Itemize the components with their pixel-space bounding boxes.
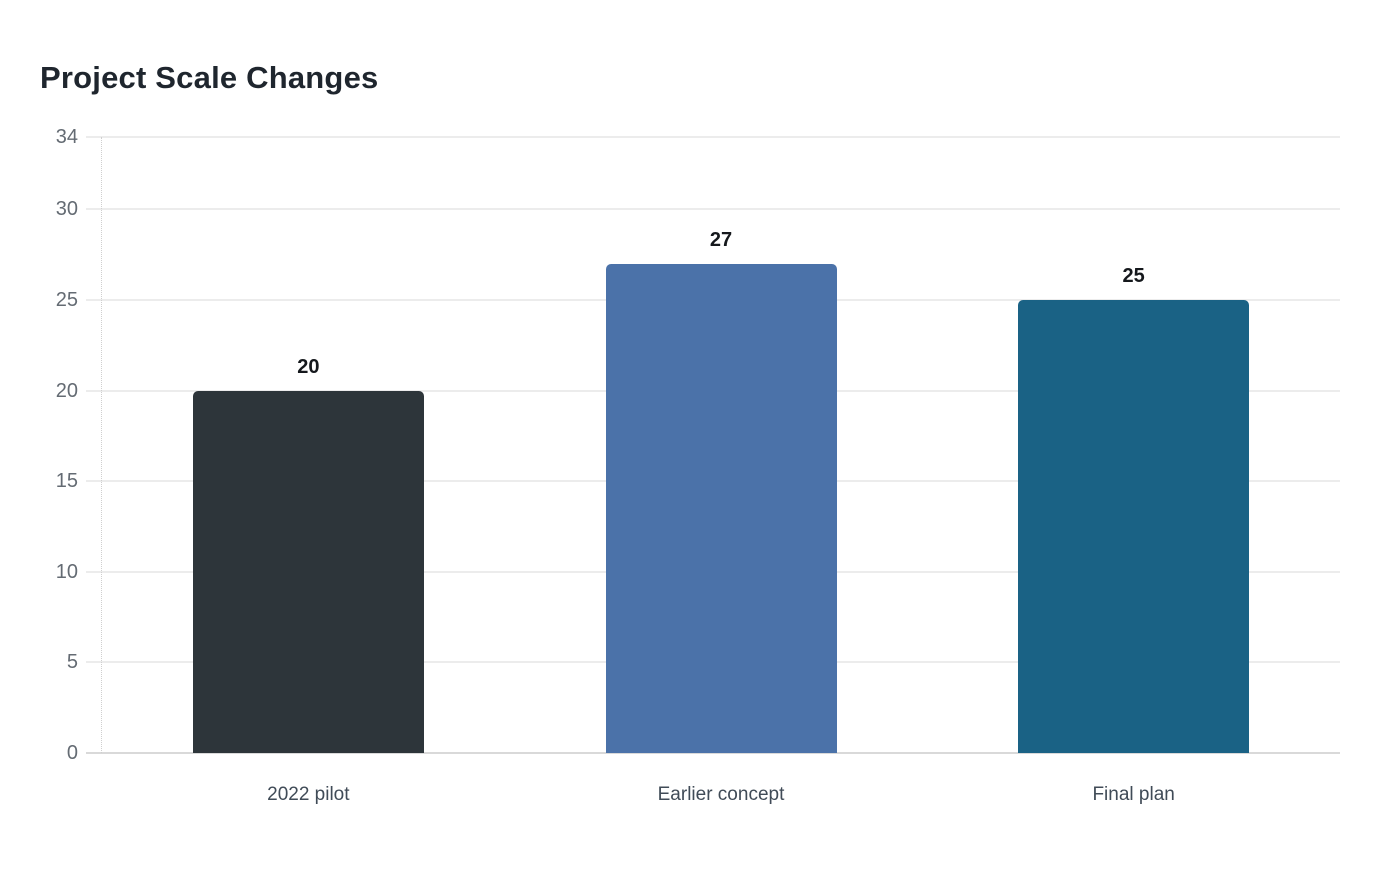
y-axis-guide-line xyxy=(101,137,102,753)
y-axis-tick-label: 25 xyxy=(55,289,78,312)
y-axis-tick-label: 34 xyxy=(55,126,78,148)
bar-value-label: 20 xyxy=(297,355,320,378)
y-axis-tick-label: 15 xyxy=(55,470,78,493)
gridline xyxy=(86,136,1340,138)
gridline xyxy=(86,208,1340,211)
bar-earlier-concept xyxy=(605,263,837,753)
chart-title: Project Scale Changes xyxy=(40,60,379,95)
axis-baseline xyxy=(86,752,1340,754)
y-axis-tick-label: 10 xyxy=(55,560,78,583)
bar-2022-pilot xyxy=(192,390,424,753)
y-axis-tick-label: 0 xyxy=(66,742,78,764)
bar-value-label: 25 xyxy=(1122,265,1145,288)
y-axis-tick-label: 5 xyxy=(66,651,78,674)
x-axis-label: Earlier concept xyxy=(657,784,785,805)
bar-value-label: 27 xyxy=(709,228,733,251)
x-axis-label: Final plan xyxy=(1092,784,1175,805)
y-axis-tick-label: 30 xyxy=(55,198,78,221)
y-axis-tick-label: 20 xyxy=(55,379,78,402)
x-axis-label: 2022 pilot xyxy=(267,784,350,805)
bar-final-plan xyxy=(1018,300,1250,753)
